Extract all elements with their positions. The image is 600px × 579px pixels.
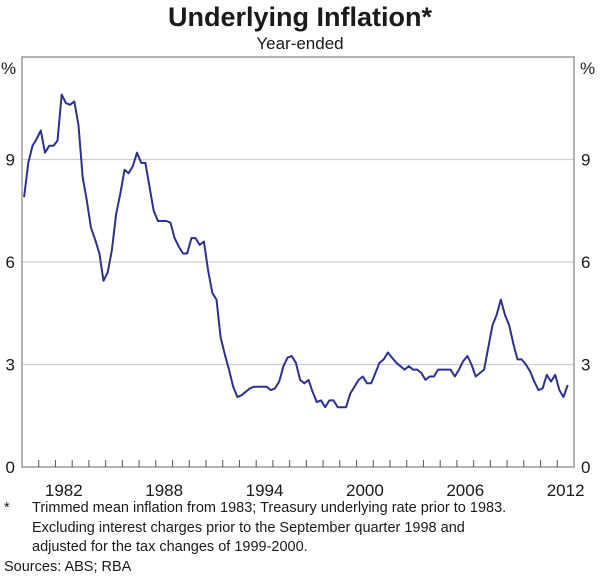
y-tick-label-right: 9 [581,151,590,170]
x-tick-label: 1982 [45,481,83,500]
y-tick-label-left: 9 [6,151,15,170]
y-unit-left: % [1,59,16,78]
y-tick-label-left: 0 [6,458,15,477]
y-tick-label-right: 6 [581,253,590,272]
x-tick-label: 2000 [346,481,384,500]
chart-notes: * Trimmed mean inflation from 1983; Trea… [4,499,506,577]
line-chart: 1982 1988 1994 2000 2006 2012 0 0 3 3 6 6 9 9%% [1,56,595,500]
sources: Sources: ABS; RBA [4,558,132,575]
x-tick-label: 2012 [547,481,585,500]
y-tick-label-right: 3 [581,356,590,375]
chart-title: Underlying Inflation* [167,2,432,32]
footnote-line-2: Excluding interest charges prior to the … [32,519,465,536]
footnote-marker: * [4,500,10,516]
x-tick-label: 1988 [145,481,183,500]
inflation-line [23,93,569,409]
footnote-line-1: Trimmed mean inflation from 1983; Treasu… [32,500,507,516]
y-tick-label-left: 6 [6,253,15,272]
footnote: * Trimmed mean inflation from 1983; Trea… [4,499,506,558]
footnote-line-3: adjusted for the tax changes of 1999-200… [32,539,308,555]
x-tick-label: 1994 [246,481,284,500]
x-tick-label: 2006 [446,481,484,500]
y-tick-label-right: 0 [581,458,590,477]
y-tick-label-left: 3 [6,356,15,375]
chart-subtitle: Year-ended [256,34,344,53]
y-unit-right: % [580,59,595,78]
plot-frame [21,56,575,468]
